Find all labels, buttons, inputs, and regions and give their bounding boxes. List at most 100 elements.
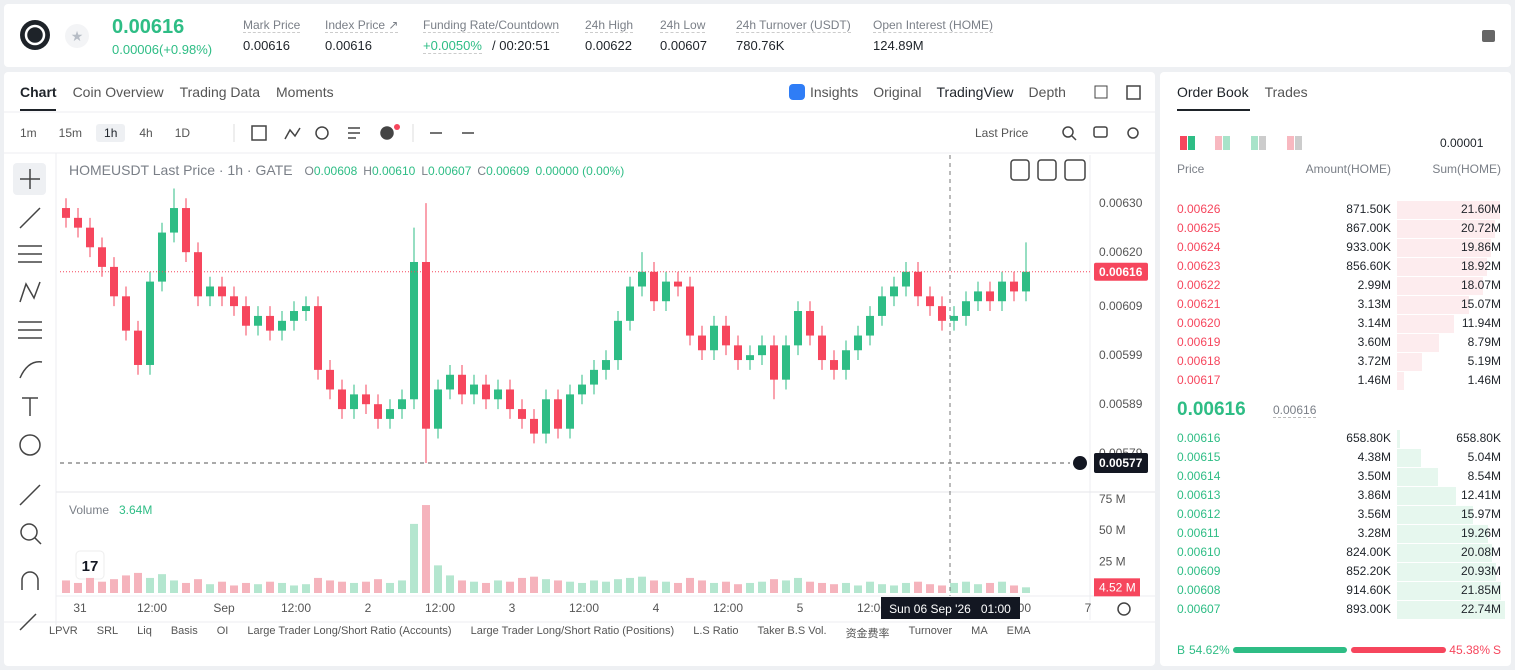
logo — [20, 20, 50, 50]
depth-bar — [1397, 239, 1492, 257]
precision[interactable]: 0.00001 — [1440, 136, 1484, 150]
volume-bar — [74, 582, 82, 593]
volume-bar — [794, 577, 802, 593]
candle-body — [590, 369, 598, 385]
ob-sum: 21.85M — [1460, 583, 1501, 597]
price-change: 0.00006(+0.98%) — [112, 42, 213, 57]
indicator[interactable]: Large Trader Long/Short Ratio (Accounts) — [247, 625, 452, 637]
candle-body — [338, 389, 346, 410]
ob-price: 0.00617 — [1177, 373, 1221, 387]
depth-bar — [1397, 296, 1469, 314]
view-tab[interactable]: Insights — [810, 84, 859, 100]
volume-badge — [1094, 578, 1140, 597]
view-tab[interactable]: Depth — [1028, 84, 1066, 100]
volume-bar — [422, 505, 430, 593]
book-icon[interactable] — [1482, 30, 1495, 42]
indicator[interactable]: EMA — [1006, 625, 1031, 637]
last-price-label: 0.00616 — [1099, 265, 1143, 279]
candle-body — [1022, 271, 1030, 292]
view-tab[interactable]: TradingView — [936, 84, 1014, 100]
view-tab[interactable]: Original — [873, 84, 922, 100]
candle-body — [278, 320, 286, 331]
sell-pct: 45.38% — [1449, 643, 1490, 657]
x-tick-label: 4 — [653, 601, 660, 615]
ob-price: 0.00609 — [1177, 564, 1221, 578]
candle-body — [158, 232, 166, 282]
window-icon[interactable] — [1126, 85, 1141, 100]
indicator[interactable]: Basis — [170, 625, 198, 637]
indicator[interactable]: Liq — [137, 625, 152, 637]
volume-bar — [554, 580, 562, 593]
interval[interactable]: 1D — [174, 126, 191, 140]
candle-body — [566, 394, 574, 429]
ohlc: O0.00608 — [305, 162, 358, 178]
depth-bar — [1397, 487, 1456, 505]
candle-body — [662, 281, 670, 302]
volume-bar — [1010, 585, 1018, 593]
stat-label: 24h Turnover (USDT) — [736, 18, 851, 33]
volume-bar — [374, 579, 382, 593]
ohlc-value: 0.00608 — [313, 164, 358, 178]
price-source[interactable]: Last Price — [975, 126, 1029, 140]
volume-bar — [518, 577, 526, 593]
indicator[interactable]: Large Trader Long/Short Ratio (Positions… — [470, 625, 675, 637]
ohlc: H0.00610 — [363, 162, 415, 178]
volume-bar — [314, 577, 322, 593]
indicator[interactable]: OI — [216, 625, 229, 637]
candle-body — [902, 271, 910, 287]
x-tick-label: 12:00 — [137, 601, 167, 615]
volume-bar — [194, 579, 202, 593]
indicator[interactable]: LPVR — [49, 625, 78, 637]
depth-bar — [1397, 277, 1483, 295]
candle-body — [878, 296, 886, 316]
chart: 0.00630 0.00620 0.00609 0.00599 0.00589 0.005… — [60, 155, 1148, 619]
depth-bar — [1397, 258, 1487, 276]
candle-body — [1010, 281, 1018, 292]
volume-bar — [722, 581, 730, 593]
ob-tab[interactable]: Trades — [1264, 84, 1308, 100]
expand-icon[interactable] — [1094, 85, 1108, 99]
ob-amount: 1.46M — [1357, 373, 1391, 387]
volume-bar — [782, 580, 790, 593]
ob-mark: 0.00616 — [1273, 403, 1317, 418]
ob-sum: 12.41M — [1460, 488, 1501, 502]
candle-body — [86, 227, 94, 248]
depth-bar — [1397, 468, 1438, 486]
ob-amount: 3.28M — [1357, 526, 1391, 540]
volume-bar — [998, 581, 1006, 593]
ob-amount: 3.60M — [1357, 335, 1391, 349]
tab[interactable]: Coin Overview — [72, 84, 164, 100]
depth-bar — [1397, 601, 1505, 619]
volume-bar — [542, 579, 550, 593]
ob-tab[interactable]: Order Book — [1177, 84, 1249, 100]
candle-body — [182, 208, 190, 253]
indicator[interactable]: 资金费率 — [845, 628, 890, 640]
indicator[interactable]: MA — [971, 625, 988, 637]
tab[interactable]: Moments — [276, 84, 334, 100]
volume-bar — [926, 584, 934, 593]
interval[interactable]: 1h — [96, 124, 126, 142]
x-tick-label: 12:00 — [569, 601, 599, 615]
candle-body — [830, 360, 838, 370]
ob-price: 0.00624 — [1177, 240, 1221, 254]
tv-logo-mark: 17 — [82, 558, 99, 575]
ob-price: 0.00625 — [1177, 221, 1221, 235]
interval[interactable]: 15m — [58, 126, 83, 140]
ob-amount: 4.38M — [1357, 450, 1391, 464]
candle-body — [626, 286, 634, 321]
tab[interactable]: Chart — [20, 84, 57, 100]
favorite[interactable] — [65, 24, 89, 48]
x-tick-label: 3 — [509, 601, 516, 615]
volume-tick-label: 50 M — [1099, 523, 1126, 537]
y-tick-label: 0.00599 — [1099, 348, 1143, 362]
indicator[interactable]: Turnover — [908, 625, 953, 637]
volume-bar — [458, 580, 466, 593]
indicator[interactable]: L.S Ratio — [693, 625, 739, 637]
ob-amount: 658.80K — [1346, 431, 1391, 445]
tab[interactable]: Trading Data — [179, 84, 261, 100]
indicator[interactable]: Taker B.S Vol. — [757, 625, 827, 637]
indicator[interactable]: SRL — [96, 625, 119, 637]
interval[interactable]: 1m — [20, 126, 37, 140]
candle-body — [74, 217, 82, 228]
interval[interactable]: 4h — [139, 126, 153, 140]
